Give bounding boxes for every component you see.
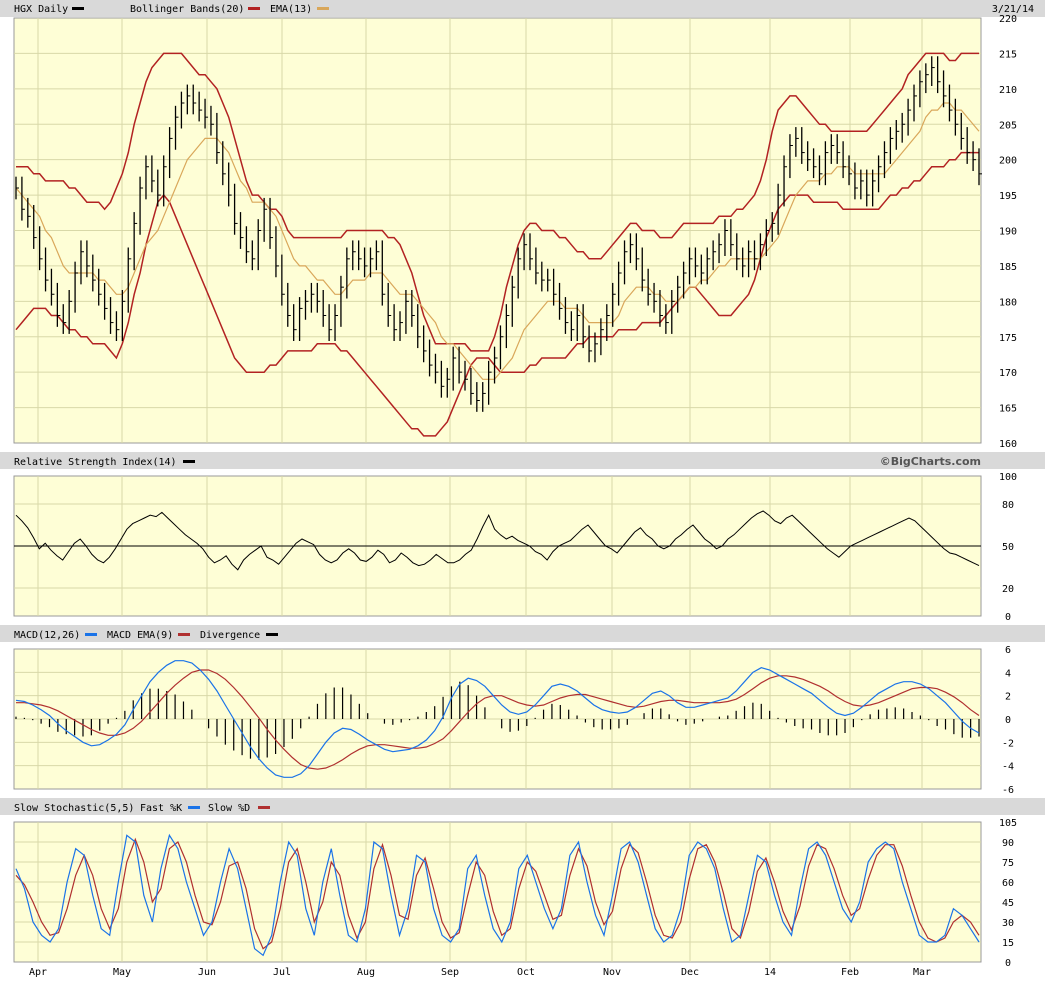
fast-k-line — [15, 833, 980, 957]
price-y-tick: 190 — [999, 227, 1017, 238]
price-legend-swatch — [72, 7, 84, 10]
rsi-y-tick: 100 — [999, 472, 1017, 483]
slow-d-legend-swatch — [258, 806, 270, 809]
fast-k-legend-swatch — [188, 806, 200, 809]
macd-line — [15, 660, 980, 778]
copyright: ©BigCharts.com — [880, 455, 981, 468]
x-axis-month-label: Jul — [273, 967, 291, 978]
x-axis-month-label: Mar — [913, 967, 931, 978]
price-y-tick: 195 — [999, 191, 1017, 202]
x-axis-month-label: Sep — [441, 967, 459, 978]
price-y-tick: 165 — [999, 404, 1017, 415]
stochastic-y-tick: 60 — [1002, 878, 1014, 889]
rsi-line — [15, 510, 980, 571]
macd-y-tick: 0 — [1005, 715, 1011, 726]
macd-y-tick: -4 — [1002, 762, 1014, 773]
stoch-header-bar — [0, 798, 1045, 815]
fast-k-legend-label: Fast %K — [140, 803, 182, 814]
macd-y-tick: 2 — [1005, 692, 1011, 703]
macd-legend-swatch — [85, 633, 97, 636]
price-y-tick: 175 — [999, 333, 1017, 344]
price-y-tick: 215 — [999, 49, 1017, 60]
x-axis-month-label: Dec — [681, 967, 699, 978]
x-axis-month-label: Aug — [357, 967, 375, 978]
slow-d-line — [15, 837, 980, 950]
stochastic-y-tick: 0 — [1005, 958, 1011, 969]
macd-ema-legend-label: MACD EMA(9) — [107, 630, 173, 641]
ema13-line — [15, 102, 980, 380]
price-y-tick: 185 — [999, 262, 1017, 273]
stochastic-panel: 0 15 30 45 60 75 90 105 — [13, 818, 1017, 969]
rsi-y-tick: 80 — [1002, 500, 1014, 511]
x-axis-month-label: May — [113, 967, 131, 978]
x-axis-month-label: 14 — [764, 967, 776, 978]
bollinger-upper-line — [16, 52, 979, 352]
bollinger-lower-line — [15, 151, 979, 437]
macd-y-tick: -2 — [1002, 738, 1014, 749]
x-axis-month-label: Feb — [841, 967, 859, 978]
macd-y-tick: -6 — [1002, 785, 1014, 796]
macd-y-tick: 4 — [1005, 668, 1011, 679]
bollinger-legend-swatch — [248, 7, 260, 10]
rsi-panel: 0 20 50 80 100 — [13, 472, 1017, 623]
price-y-tick: 170 — [999, 368, 1017, 379]
stochastic-y-tick: 90 — [1002, 838, 1014, 849]
stochastic-y-tick: 75 — [1002, 858, 1014, 869]
chart-panels: 1601651701751801851901952002052102152200… — [13, 14, 1017, 978]
price-panel: 160 165 170 175 180 185 190 195 200 205 210 215 220 — [13, 14, 1017, 450]
price-header-bar — [0, 0, 1045, 17]
macd-y-tick: 6 — [1005, 645, 1011, 656]
macd-header-bar — [0, 625, 1045, 642]
macd-ema-legend-swatch — [178, 633, 190, 636]
stochastic-y-tick: 30 — [1002, 918, 1014, 929]
rsi-y-tick: 50 — [1002, 542, 1014, 553]
macd-ema-line — [16, 669, 980, 770]
bollinger-legend-label: Bollinger Bands(20) — [130, 4, 244, 15]
rsi-legend-swatch — [183, 460, 195, 463]
rsi-y-tick: 0 — [1005, 612, 1011, 623]
x-axis-month-label: Nov — [603, 967, 621, 978]
price-y-tick: 210 — [999, 85, 1017, 96]
x-axis-month-label: Apr — [29, 967, 47, 978]
macd-panel: -6 -4 -2 0 2 4 6 — [13, 645, 1014, 796]
chart-date: 3/21/14 — [992, 4, 1034, 15]
x-axis-month-label: Jun — [198, 967, 216, 978]
rsi-legend-label: Relative Strength Index(14) — [14, 457, 177, 468]
stoch-legend-label: Slow Stochastic(5,5) — [14, 803, 134, 814]
stochastic-y-tick: 15 — [1002, 938, 1014, 949]
divergence-legend-swatch — [266, 633, 278, 636]
macd-legend-label: MACD(12,26) — [14, 630, 80, 641]
price-y-tick: 180 — [999, 297, 1017, 308]
price-y-tick: 205 — [999, 120, 1017, 131]
rsi-y-tick: 20 — [1002, 584, 1014, 595]
x-axis-month-label: Oct — [517, 967, 535, 978]
divergence-legend-label: Divergence — [200, 630, 260, 641]
stochastic-y-tick: 105 — [999, 818, 1017, 829]
symbol-label: HGX Daily — [14, 4, 68, 15]
price-y-tick: 220 — [999, 14, 1017, 25]
stochastic-y-tick: 45 — [1002, 898, 1014, 909]
rsi-header-bar — [0, 452, 1045, 469]
ema-legend-swatch — [317, 7, 329, 10]
slow-d-legend-label: Slow %D — [208, 803, 250, 814]
price-y-tick: 200 — [999, 156, 1017, 167]
ema-legend-label: EMA(13) — [270, 4, 312, 15]
price-y-tick: 160 — [999, 439, 1017, 450]
